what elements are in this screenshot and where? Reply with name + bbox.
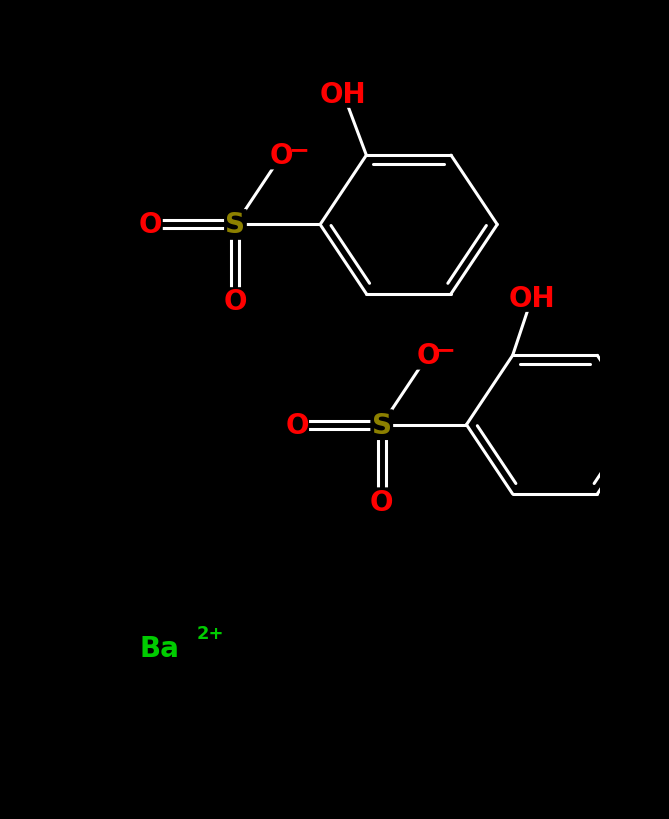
Text: O: O <box>285 411 309 439</box>
Text: S: S <box>225 211 246 239</box>
Text: −: − <box>434 337 456 362</box>
Text: O: O <box>139 211 163 239</box>
Text: O: O <box>416 342 440 370</box>
Text: O: O <box>270 142 294 170</box>
Text: O: O <box>223 288 248 316</box>
Text: O: O <box>370 488 393 516</box>
Text: Ba: Ba <box>139 634 179 662</box>
Text: 2+: 2+ <box>197 624 224 642</box>
Text: −: − <box>288 138 309 162</box>
Text: OH: OH <box>508 284 555 312</box>
Text: S: S <box>372 411 392 439</box>
Text: OH: OH <box>320 80 367 108</box>
